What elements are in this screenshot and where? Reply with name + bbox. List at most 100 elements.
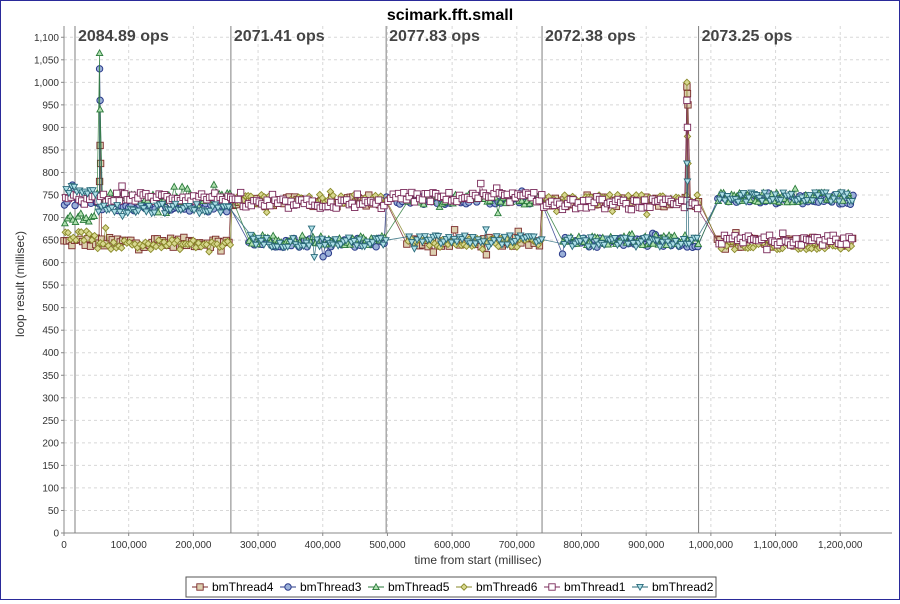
y-tick-label: 250: [42, 416, 59, 427]
y-tick-label: 1,100: [34, 33, 59, 44]
data-point: [150, 209, 159, 217]
data-point: [693, 235, 701, 243]
data-point: [694, 239, 703, 247]
data-point: [605, 190, 614, 199]
data-point: [734, 198, 743, 207]
data-point: [520, 200, 529, 208]
y-tick-label: 50: [48, 506, 60, 517]
legend-marker: [460, 583, 468, 591]
data-point: [677, 241, 686, 249]
data-point: [237, 188, 245, 197]
legend-item: bmThread1: [544, 580, 626, 594]
y-tick-label: 500: [42, 303, 59, 314]
data-point: [505, 232, 514, 240]
data-point: [836, 245, 845, 253]
data-point: [640, 196, 649, 204]
data-point: [419, 200, 428, 208]
data-point: [374, 196, 383, 204]
data-point: [742, 198, 751, 206]
data-point: [118, 213, 127, 221]
data-point: [624, 240, 632, 248]
data-point: [60, 219, 69, 227]
data-point: [107, 204, 116, 212]
y-tick-label: 1,000: [34, 78, 59, 89]
data-point: [679, 236, 688, 244]
x-tick-label: 200,000: [175, 540, 212, 551]
data-point: [160, 210, 169, 218]
x-tick-label: 0: [61, 540, 67, 551]
data-point: [538, 191, 546, 199]
data-point: [152, 242, 160, 251]
data-point: [360, 243, 369, 251]
data-point: [99, 190, 108, 199]
data-point: [848, 234, 856, 243]
data-point: [500, 233, 509, 241]
data-point: [426, 197, 435, 206]
data-point: [621, 234, 630, 243]
data-point: [460, 232, 469, 240]
data-point: [262, 208, 271, 217]
x-tick-label: 500,000: [369, 540, 406, 551]
legend-label: bmThread3: [300, 580, 362, 594]
legend-marker: [548, 583, 556, 591]
data-point: [410, 245, 419, 253]
data-point: [113, 202, 122, 210]
data-point: [718, 240, 726, 248]
data-point: [64, 190, 73, 198]
data-point: [246, 231, 255, 240]
data-point: [266, 201, 274, 210]
data-point: [72, 236, 80, 244]
data-point: [95, 48, 104, 57]
data-point: [318, 235, 327, 243]
data-point: [495, 237, 504, 245]
data-point: [372, 243, 380, 251]
data-point: [109, 238, 118, 247]
y-tick-label: 350: [42, 371, 59, 382]
data-point: [88, 236, 96, 244]
data-point: [353, 190, 362, 198]
data-point: [226, 241, 235, 249]
data-point: [144, 239, 152, 248]
data-point: [154, 236, 163, 245]
data-point: [429, 248, 438, 256]
data-point: [70, 183, 79, 191]
data-point: [589, 243, 598, 251]
data-point: [90, 231, 99, 240]
y-tick-label: 400: [42, 348, 59, 359]
data-point: [478, 245, 487, 254]
y-tick-label: 1,050: [34, 55, 59, 66]
data-point: [581, 237, 590, 245]
data-point: [474, 194, 482, 202]
data-point: [171, 200, 180, 208]
legend: bmThread4 bmThread3 bmThread5 bmThread6 bmTh…: [185, 576, 717, 598]
y-tick-label: 200: [42, 438, 59, 449]
data-point: [319, 253, 327, 261]
data-point: [66, 211, 75, 219]
data-point: [101, 224, 110, 232]
data-point: [76, 209, 85, 217]
grid: [63, 26, 892, 534]
x-tick-label: 300,000: [240, 540, 277, 551]
data-point: [633, 197, 641, 205]
data-point: [368, 239, 377, 247]
data-point: [381, 237, 390, 245]
legend-item: bmThread6: [456, 580, 538, 594]
y-tick-label: 0: [53, 529, 59, 540]
data-point: [600, 241, 609, 249]
data-point: [560, 241, 569, 249]
data-point: [791, 184, 800, 192]
data-point: [71, 217, 80, 226]
series-bmThread2: [62, 160, 857, 262]
data-point: [842, 190, 851, 198]
data-point: [507, 242, 516, 251]
data-point: [776, 197, 785, 205]
data-point: [558, 250, 567, 258]
data-point: [224, 203, 233, 212]
x-tick-label: 900,000: [628, 540, 665, 551]
data-point: [760, 189, 769, 197]
data-point: [834, 198, 843, 206]
data-point: [779, 229, 787, 237]
data-point: [328, 241, 337, 249]
data-point: [610, 235, 619, 243]
